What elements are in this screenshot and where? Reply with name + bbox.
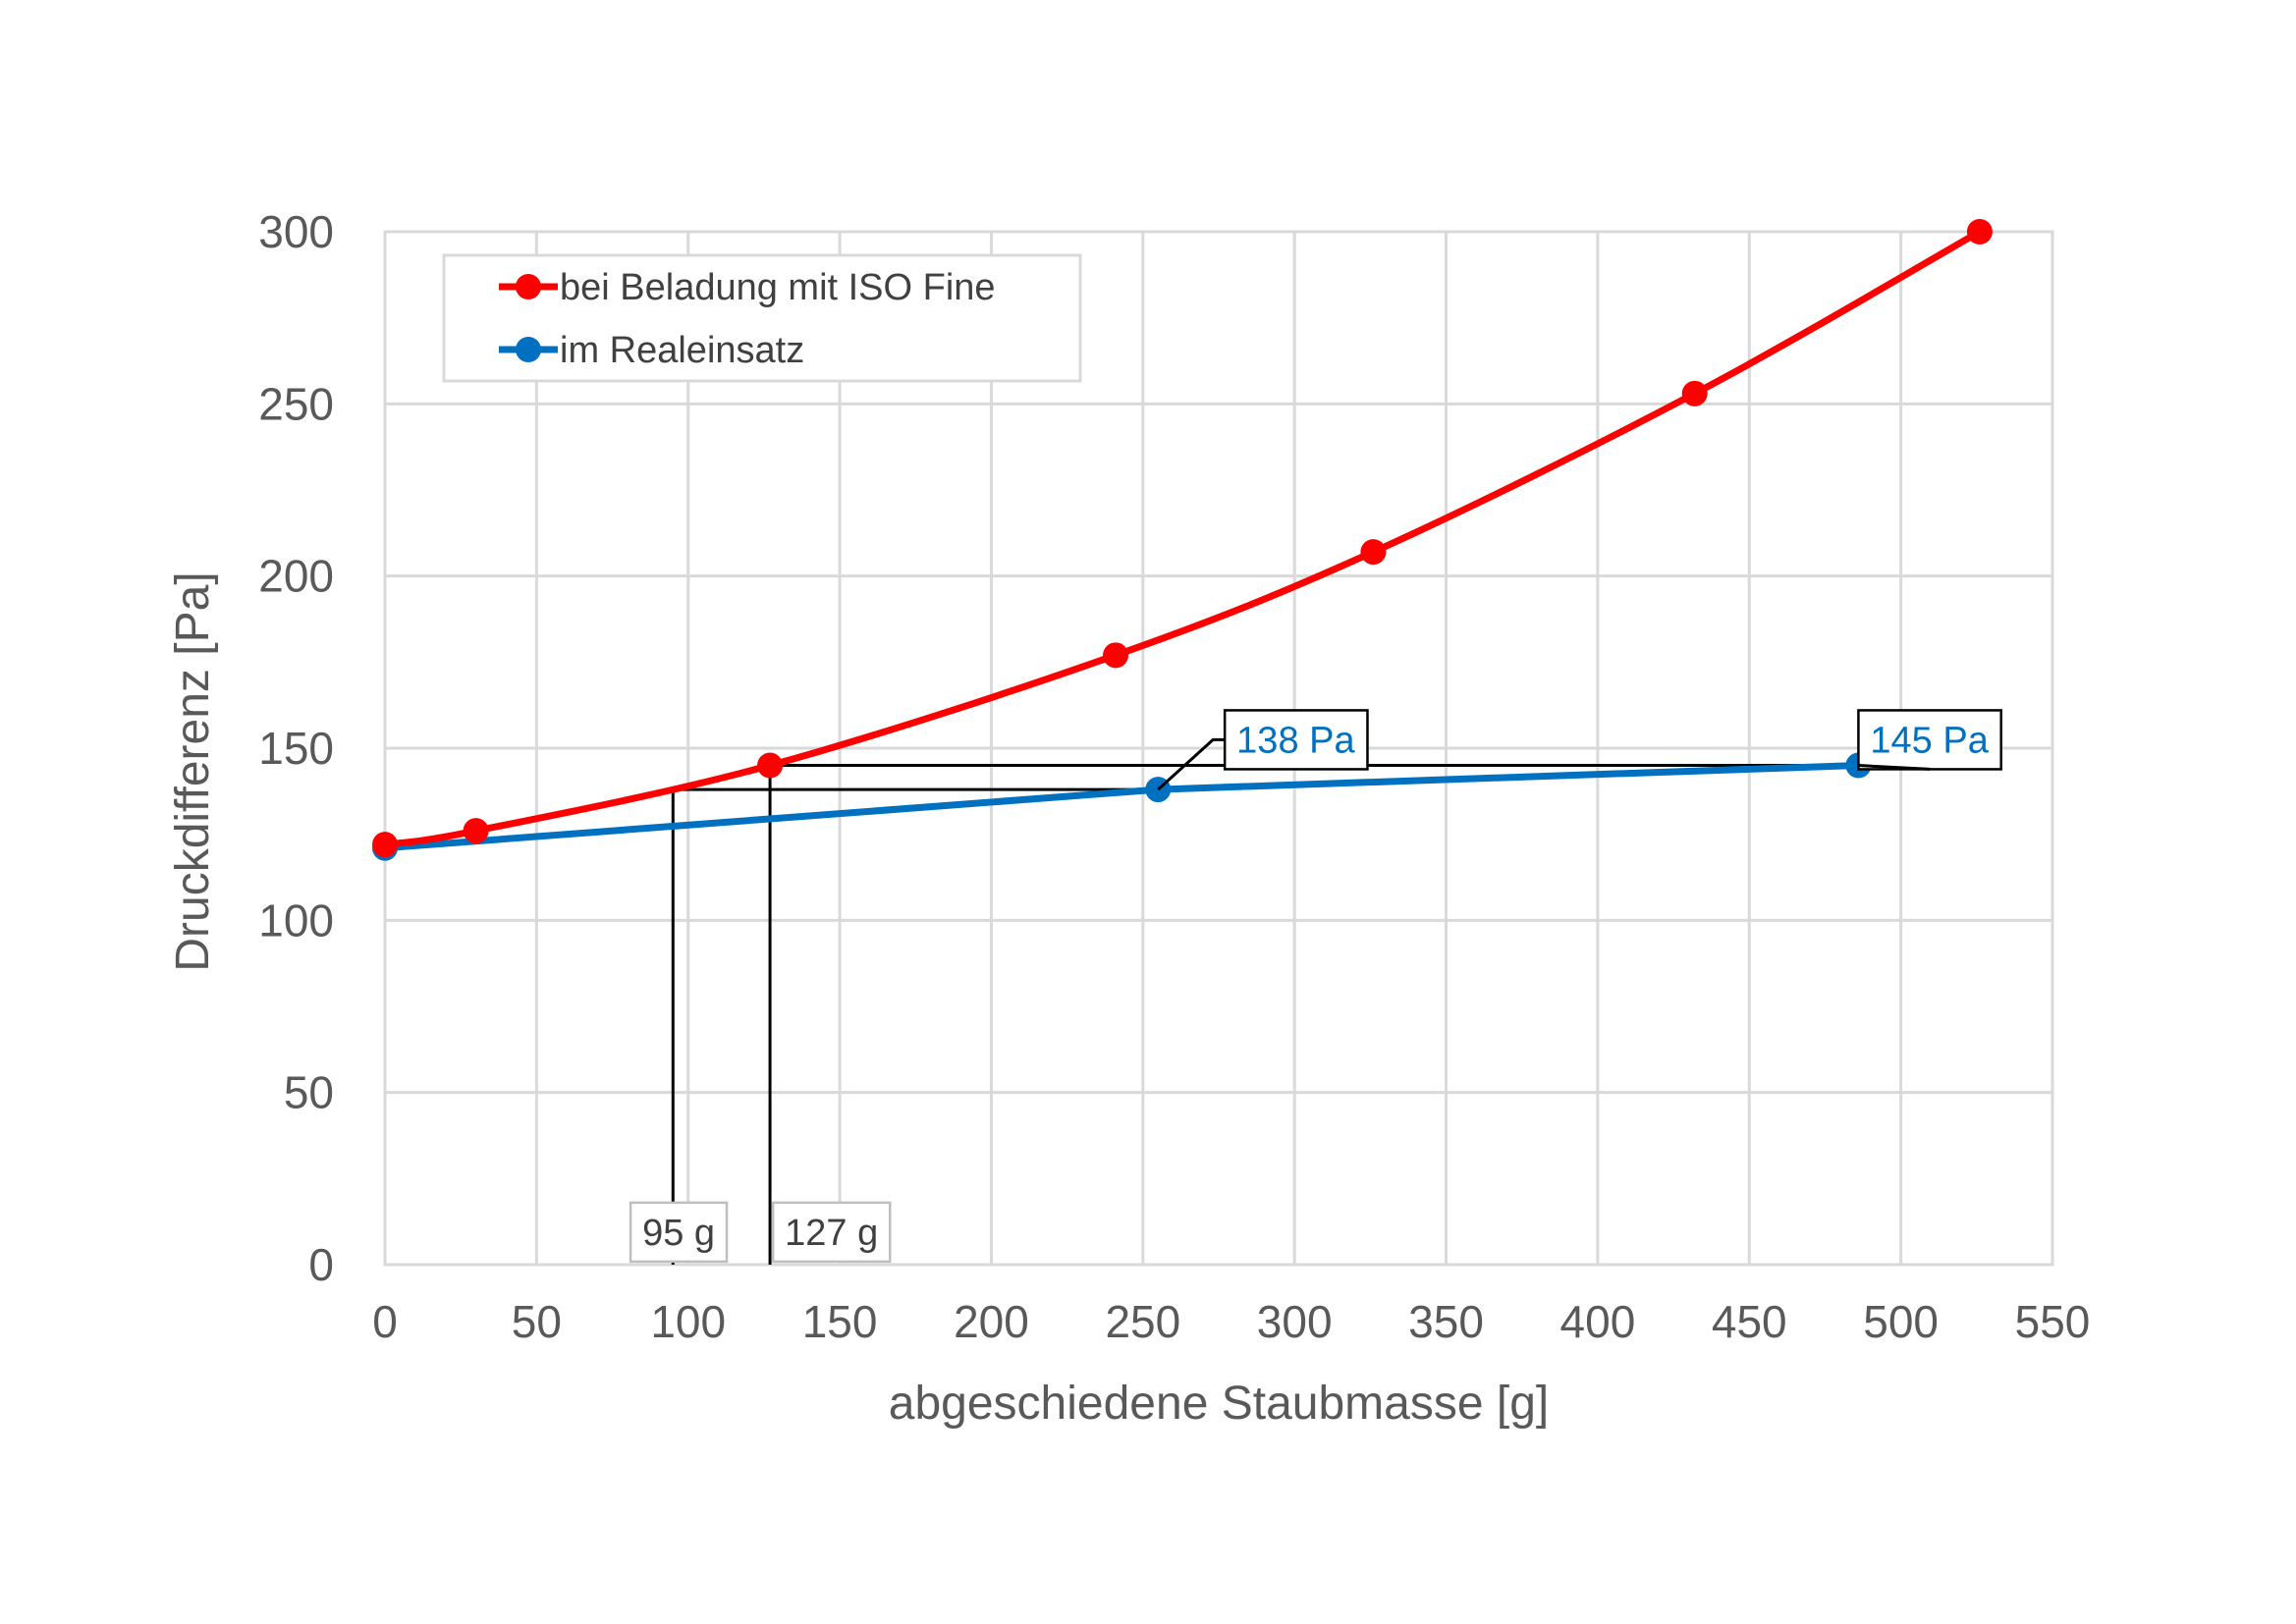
y-tick-label: 150	[258, 723, 334, 774]
callout-box	[629, 1201, 729, 1264]
legend-label: bei Beladung mit ISO Fine	[560, 267, 996, 308]
x-tick-label: 350	[1408, 1296, 1484, 1347]
callout-box	[771, 1201, 892, 1264]
x-tick-label: 250	[1105, 1296, 1180, 1347]
x-tick-label: 0	[372, 1296, 398, 1347]
gridlines	[383, 230, 2054, 1267]
callout-label: 127 g	[785, 1213, 878, 1254]
plot-area-border	[383, 230, 2054, 1267]
legend-box	[442, 253, 1082, 383]
y-axis-title: Druckdifferenz [Pa]	[167, 571, 219, 971]
x-value-label: 95 g	[629, 1201, 729, 1264]
callout-label: 145 Pa	[1870, 720, 1989, 761]
y-tick-label: 100	[258, 894, 334, 946]
x-value-label: 127 g	[771, 1201, 892, 1264]
y-tick-label: 0	[308, 1239, 334, 1290]
x-tick-label: 150	[802, 1296, 878, 1347]
y-tick-label: 250	[258, 378, 334, 429]
value-callout: 145 Pa	[1857, 709, 2002, 771]
callout-label: 138 Pa	[1236, 720, 1355, 761]
annotations: 138 Pa 145 Pa 95 g 127 g	[629, 709, 2002, 1264]
axes: 0 50 100 150 200 250 300 350 400 450 500 550 0 50 100 1…	[258, 206, 2090, 1347]
y-tick-label: 50	[284, 1067, 334, 1118]
legend-swatch-marker	[516, 337, 541, 362]
x-axis-title: abgeschiedene Staubmasse [g]	[889, 1378, 1549, 1430]
y-tick-label: 300	[258, 206, 334, 257]
callout-label: 95 g	[642, 1213, 715, 1254]
x-tick-label: 550	[2015, 1296, 2091, 1347]
legend-swatch-marker	[516, 274, 541, 299]
x-tick-label: 400	[1560, 1296, 1636, 1347]
x-tick-label: 300	[1257, 1296, 1333, 1347]
legend-item-iso-fine: bei Beladung mit ISO Fine	[499, 267, 996, 308]
value-callout: 138 Pa	[1157, 709, 1369, 791]
x-tick-label: 450	[1712, 1296, 1787, 1347]
y-tick-label: 200	[258, 551, 334, 602]
data-point-iso-fine	[463, 818, 489, 844]
callout-leader-line	[1157, 737, 1226, 791]
reference-lines	[671, 764, 1859, 1265]
data-point-iso-fine	[372, 832, 398, 858]
legend-label: im Realeinsatz	[560, 330, 804, 371]
series-iso-fine	[372, 219, 1993, 858]
callout-leader-line	[1858, 764, 1931, 771]
legend: bei Beladung mit ISO Fine im Realeinsatz	[442, 253, 1082, 383]
x-tick-label: 50	[512, 1296, 562, 1347]
data-point-iso-fine	[757, 752, 784, 779]
data-point-iso-fine	[1360, 539, 1387, 566]
legend-item-realeinsatz: im Realeinsatz	[499, 330, 804, 371]
x-tick-label: 500	[1863, 1296, 1939, 1347]
data-point-iso-fine	[1966, 219, 1993, 244]
data-point-iso-fine	[1681, 380, 1708, 406]
x-tick-label: 200	[954, 1296, 1029, 1347]
data-point-iso-fine	[1103, 642, 1129, 669]
x-tick-label: 100	[650, 1296, 726, 1347]
